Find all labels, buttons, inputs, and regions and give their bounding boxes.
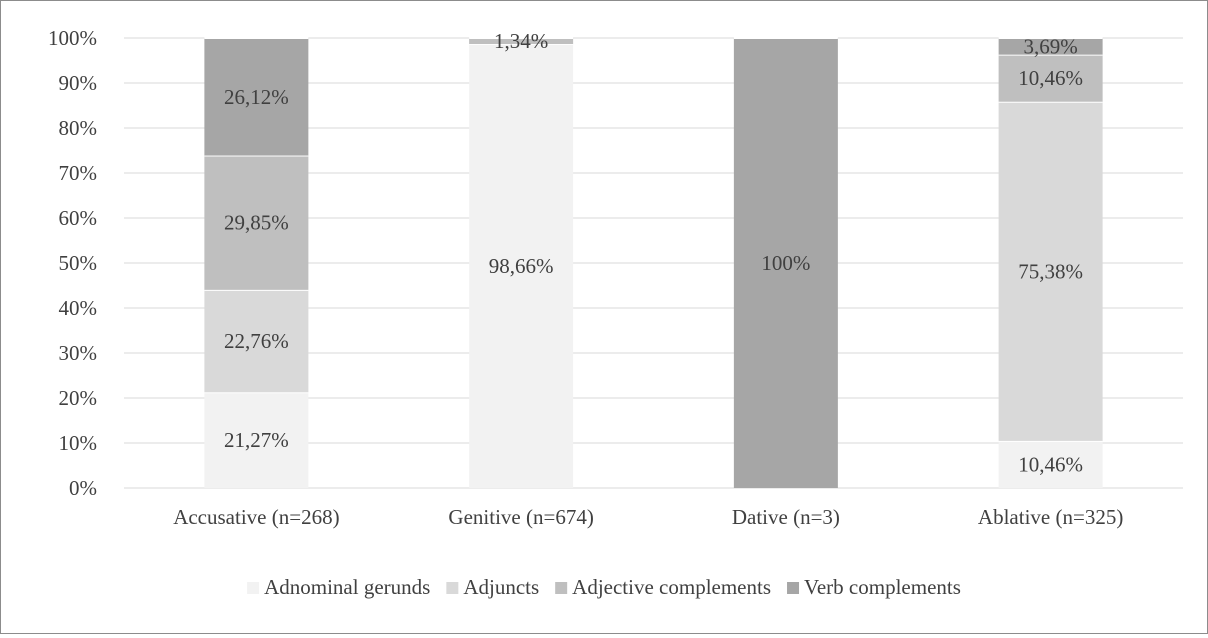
x-tick-label: Dative (n=3): [732, 505, 840, 529]
bar-segment: [204, 392, 309, 488]
bar-segment: [469, 38, 574, 45]
data-label: 98,66%: [489, 254, 554, 278]
legend-label: Adjuncts: [463, 575, 539, 599]
x-tick-label: Genitive (n=674): [448, 505, 593, 529]
bar-segment: [998, 54, 1103, 102]
bar-segment: [998, 440, 1103, 488]
data-label: 10,46%: [1018, 452, 1083, 476]
data-label: 10,46%: [1018, 66, 1083, 90]
legend-label: Adnominal gerunds: [264, 575, 430, 599]
legend-swatch: [247, 582, 260, 594]
x-tick-label: Ablative (n=325): [978, 505, 1123, 529]
legend: Adnominal gerunds Adjuncts Adjective compl…: [247, 575, 961, 599]
y-tick-label: 60%: [59, 206, 98, 230]
bar-segment: [998, 101, 1103, 441]
bar-segment: [204, 289, 309, 393]
y-tick-label: 80%: [59, 116, 98, 140]
y-tick-label: 100%: [48, 26, 97, 50]
legend-item: Verb complements: [787, 575, 961, 599]
data-label: 100%: [761, 251, 810, 275]
data-label: 75,38%: [1018, 259, 1083, 283]
y-tick-label: 90%: [59, 71, 98, 95]
data-label: 22,76%: [224, 329, 289, 353]
data-label: 21,27%: [224, 428, 289, 452]
legend-label: Adjective complements: [572, 575, 771, 599]
y-tick-label: 0%: [69, 476, 97, 500]
bar-segment: [998, 38, 1103, 55]
y-tick-label: 70%: [59, 161, 98, 185]
y-tick-label: 20%: [59, 386, 98, 410]
x-axis-ticks: Accusative (n=268) Genitive (n=674) Dative…: [173, 505, 1123, 529]
data-label: 1,34%: [494, 29, 548, 53]
y-tick-label: 10%: [59, 431, 98, 455]
legend-swatch: [555, 582, 568, 594]
legend-item: Adnominal gerunds: [247, 575, 430, 599]
y-axis-ticks: 0% 10% 20% 30% 40% 50% 60% 70% 80% 90% 100%: [48, 26, 97, 500]
bar-segment: [204, 38, 309, 156]
bar-segment: [204, 155, 309, 290]
bars: [204, 37, 1103, 488]
legend-swatch: [787, 582, 800, 594]
legend-item: Adjective complements: [555, 575, 771, 599]
data-label: 3,69%: [1024, 34, 1078, 58]
data-label: 29,85%: [224, 211, 289, 235]
x-tick-label: Accusative (n=268): [173, 505, 339, 529]
y-tick-label: 30%: [59, 341, 98, 365]
y-tick-label: 50%: [59, 251, 98, 275]
bar-segment: [733, 38, 838, 488]
bar-segment: [469, 44, 574, 488]
legend-label: Verb complements: [804, 575, 961, 599]
data-label: 26,12%: [224, 85, 289, 109]
y-tick-label: 40%: [59, 296, 98, 320]
data-labels: 21,27% 22,76% 29,85% 26,12% 98,66% 1,34% 100% 1…: [224, 29, 1083, 476]
legend-item: Adjuncts: [446, 575, 539, 599]
legend-swatch: [446, 582, 459, 594]
